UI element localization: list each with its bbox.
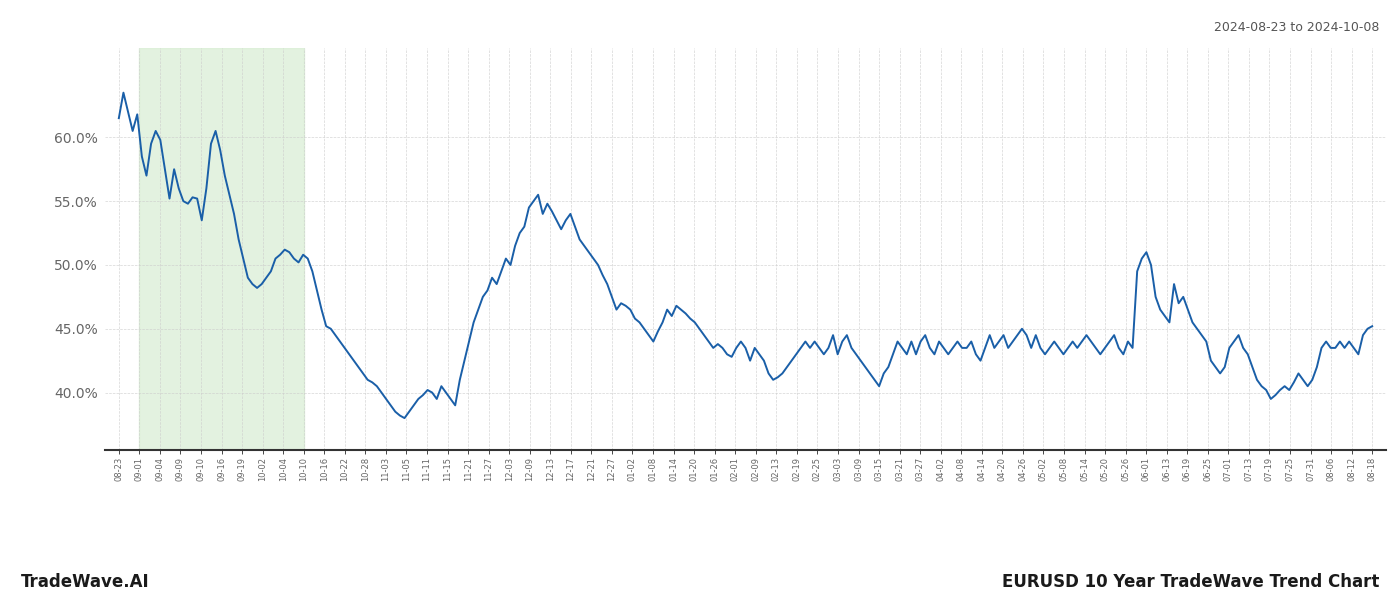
Text: EURUSD 10 Year TradeWave Trend Chart: EURUSD 10 Year TradeWave Trend Chart [1001, 573, 1379, 591]
Text: 2024-08-23 to 2024-10-08: 2024-08-23 to 2024-10-08 [1214, 21, 1379, 34]
Text: TradeWave.AI: TradeWave.AI [21, 573, 150, 591]
Bar [140, 48, 304, 450]
